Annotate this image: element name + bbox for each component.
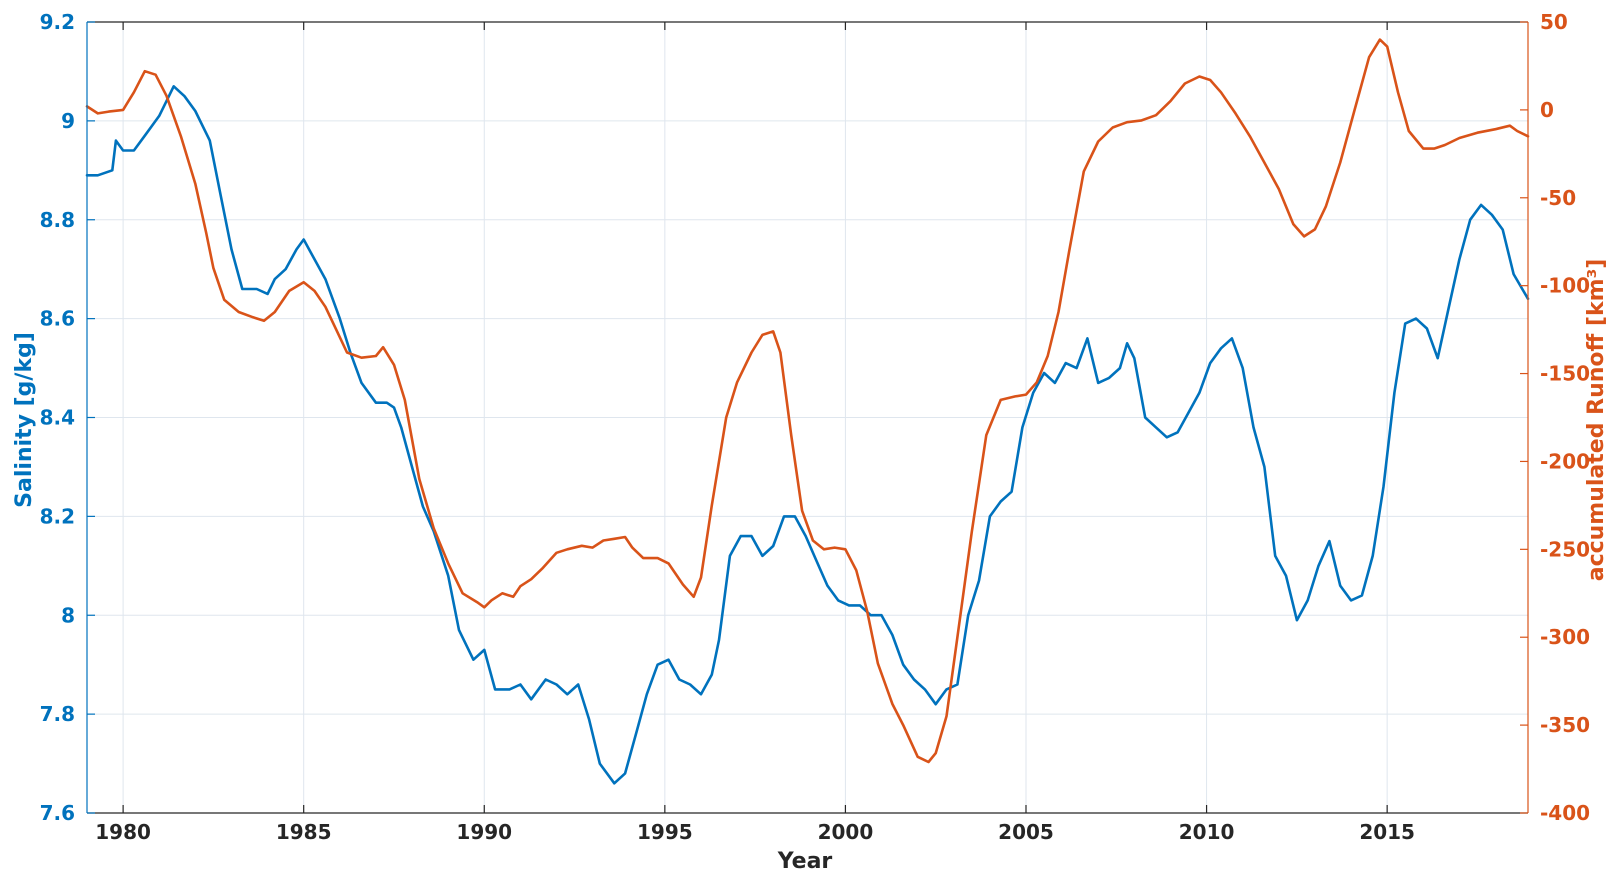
x-tick-label: 1990 <box>456 820 512 844</box>
right-tick-label: -300 <box>1540 625 1590 649</box>
right-tick-label: -50 <box>1540 186 1576 210</box>
right-tick-label: -250 <box>1540 537 1590 561</box>
right-tick-label: 0 <box>1540 98 1554 122</box>
left-axis-title: Salinity [g/kg] <box>12 332 37 508</box>
x-tick-label: 1985 <box>276 820 332 844</box>
right-tick-label: -150 <box>1540 362 1590 386</box>
right-tick-label: -200 <box>1540 449 1590 473</box>
right-tick-label: -350 <box>1540 713 1590 737</box>
x-tick-label: 2015 <box>1359 820 1415 844</box>
right-tick-label: -400 <box>1540 801 1590 825</box>
x-tick-label: 2000 <box>818 820 874 844</box>
left-tick-label: 9.2 <box>40 10 75 34</box>
x-tick-label: 2005 <box>998 820 1054 844</box>
left-tick-label: 8.8 <box>40 208 75 232</box>
tick-labels: 1980 1985 1990 1995 2000 2005 2010 2015 7.6 7.8 8 8… <box>40 10 1591 844</box>
left-tick-label: 8.6 <box>40 307 75 331</box>
left-tick-label: 8 <box>61 603 75 627</box>
right-axis-title: accumulated Runoff [km³] <box>1584 259 1609 582</box>
runoff-series-line <box>85 38 1530 764</box>
x-tick-label: 2010 <box>1179 820 1235 844</box>
series-layer <box>85 38 1530 785</box>
right-tick-label: -100 <box>1540 274 1590 298</box>
salinity-series-line <box>85 85 1530 785</box>
x-tick-label: 1980 <box>95 820 151 844</box>
left-tick-label: 8.2 <box>40 504 75 528</box>
x-tick-label: 1995 <box>637 820 693 844</box>
right-tick-label: 50 <box>1540 10 1568 34</box>
x-axis-title: Year <box>777 849 833 874</box>
left-tick-label: 8.4 <box>40 406 75 430</box>
left-tick-label: 7.8 <box>40 702 75 726</box>
left-tick-label: 9 <box>61 109 75 133</box>
left-tick-label: 7.6 <box>40 801 75 825</box>
axes-layer <box>86 21 1529 814</box>
grid-layer <box>87 21 1528 814</box>
